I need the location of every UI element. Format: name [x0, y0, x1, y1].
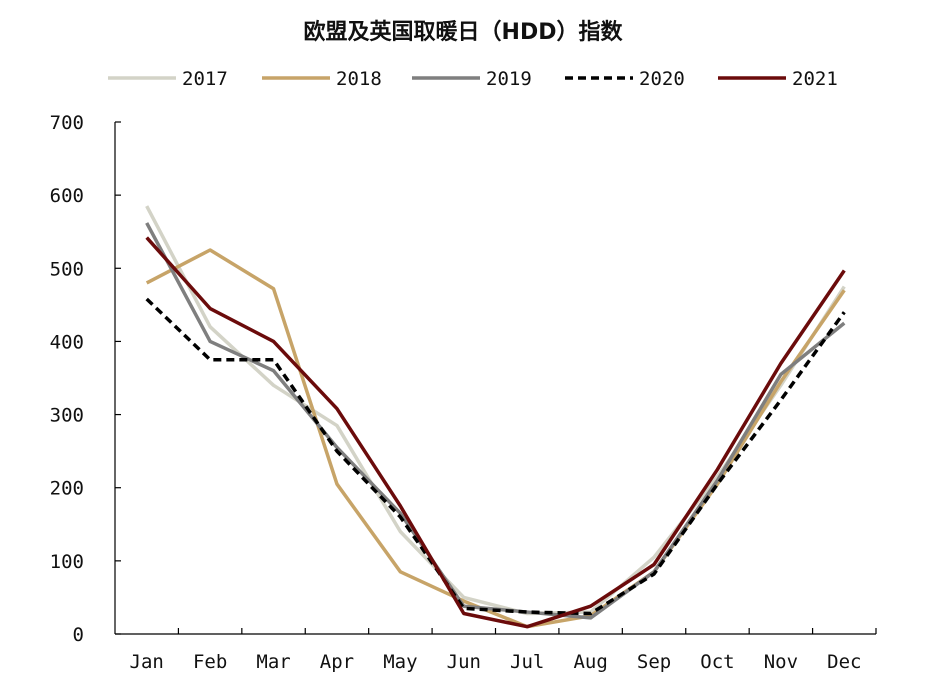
x-tick-label: Feb — [193, 651, 227, 673]
legend: 2017 2018 2019 2020 2021 — [108, 68, 838, 90]
x-tick-label: Apr — [320, 651, 354, 673]
series-line-2020 — [145, 297, 846, 616]
y-tick-label: 600 — [50, 185, 84, 207]
x-tick-label: Jun — [447, 651, 481, 673]
legend-label-2019: 2019 — [486, 68, 532, 90]
x-tick-label: Sep — [637, 651, 671, 673]
y-tick-label: 200 — [50, 478, 84, 500]
y-tick-label: 700 — [50, 112, 84, 134]
x-tick-label: Jan — [130, 651, 164, 673]
x-tick-label: Jul — [510, 651, 544, 673]
axes: 0 100 200 300 400 500 600 700 Jan Feb Mar Apr May Jun… — [50, 112, 877, 673]
legend-label-2020: 2020 — [639, 68, 685, 90]
series-line-2021 — [145, 236, 846, 629]
series-line-2018 — [145, 248, 846, 629]
x-tick-label: Oct — [700, 651, 734, 673]
x-tick-label: Mar — [256, 651, 290, 673]
x-tick-label: Aug — [573, 651, 607, 673]
series-line-2019 — [145, 222, 846, 620]
series-line-2017 — [145, 205, 846, 616]
y-tick-label: 100 — [50, 551, 84, 573]
x-tick-label: Dec — [827, 651, 861, 673]
legend-label-2018: 2018 — [336, 68, 382, 90]
legend-label-2021: 2021 — [792, 68, 838, 90]
y-tick-label: 300 — [50, 405, 84, 427]
y-tick-label: 0 — [73, 624, 84, 646]
y-tick-label: 500 — [50, 258, 84, 280]
legend-label-2017: 2017 — [182, 68, 228, 90]
x-tick-label: May — [383, 651, 417, 673]
chart-title: 欧盟及英国取暖日（HDD）指数 — [303, 20, 623, 45]
series-layer — [145, 205, 846, 629]
x-tick-label: Nov — [764, 651, 798, 673]
y-tick-label: 400 — [50, 331, 84, 353]
